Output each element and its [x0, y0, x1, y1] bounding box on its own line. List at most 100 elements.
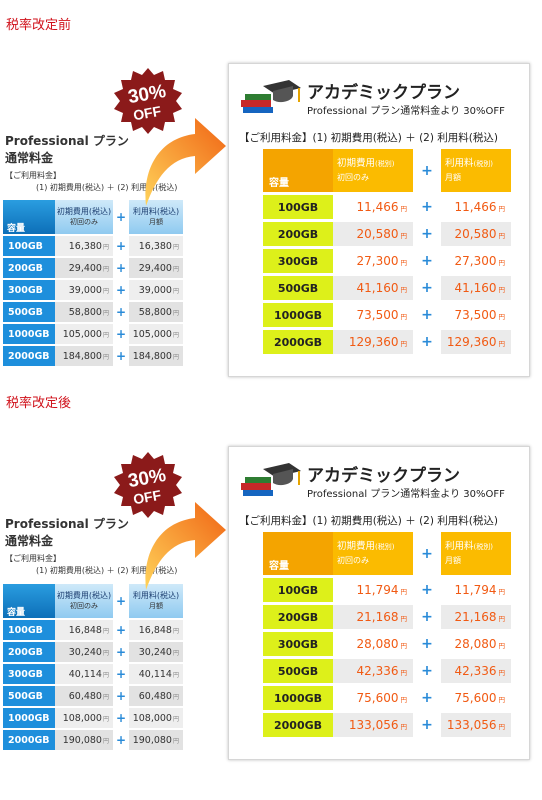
- table-row: 200GB 29,400円 +29,400円: [3, 258, 183, 278]
- badge-off: OFF: [132, 487, 163, 508]
- table-row: 500GB 42,336 円 +42,336 円: [263, 659, 511, 683]
- usage-fee-cell: 184,800円: [129, 346, 183, 366]
- table-row: 2000GB 129,360 円 +129,360 円: [263, 330, 511, 354]
- usage-fee-header: 利用料(税別) 月額: [441, 532, 511, 575]
- capacity-cell: 300GB: [3, 664, 55, 684]
- table-row: 300GB 27,300 円 +27,300 円: [263, 249, 511, 273]
- usage-fee-cell: 75,600 円: [441, 686, 511, 710]
- pro-title-line1: Professional プラン: [5, 517, 129, 531]
- initial-fee-cell: 29,400円: [55, 258, 113, 278]
- discount-badge: 30% OFF: [114, 452, 182, 518]
- usage-fee-cell: 190,080円: [129, 730, 183, 750]
- badge-starburst: [114, 68, 182, 134]
- initial-fee-cell: 58,800円: [55, 302, 113, 322]
- plus-icon: +: [113, 302, 129, 322]
- initial-fee-cell: 21,168 円: [333, 605, 413, 629]
- capacity-cell: 300GB: [263, 632, 333, 656]
- capacity-cell: 200GB: [263, 605, 333, 629]
- capacity-header: 容量: [3, 584, 55, 618]
- table-row: 1000GB 75,600 円 +75,600 円: [263, 686, 511, 710]
- initial-fee-header: 初期費用(税込) 初回のみ: [55, 200, 113, 234]
- usage-fee-header: 利用料(税込) 月額: [129, 584, 183, 618]
- academic-title: アカデミックプラン: [307, 466, 460, 486]
- pro-fee-formula: (1) 初期費用(税込) ＋ (2) 利用料(税込): [36, 183, 178, 192]
- table-row: 500GB 60,480円 +60,480円: [3, 686, 183, 706]
- usage-fee-cell: 41,160 円: [441, 276, 511, 300]
- plus-icon: +: [113, 584, 129, 618]
- plus-icon: +: [113, 346, 129, 366]
- plus-icon: +: [413, 222, 441, 246]
- pro-fee-label: 【ご利用料金】: [5, 171, 61, 180]
- initial-fee-cell: 27,300 円: [333, 249, 413, 273]
- capacity-cell: 100GB: [3, 620, 55, 640]
- capacity-cell: 2000GB: [263, 330, 333, 354]
- initial-fee-cell: 20,580 円: [333, 222, 413, 246]
- capacity-cell: 500GB: [3, 686, 55, 706]
- table-row: 2000GB 190,080円 +190,080円: [3, 730, 183, 750]
- plus-icon: +: [413, 532, 441, 575]
- plus-icon: +: [113, 280, 129, 300]
- capacity-cell: 300GB: [3, 280, 55, 300]
- usage-fee-cell: 16,380円: [129, 236, 183, 256]
- capacity-cell: 200GB: [3, 642, 55, 662]
- initial-fee-cell: 75,600 円: [333, 686, 413, 710]
- capacity-header: 容量: [263, 532, 333, 575]
- badge-starburst: [114, 452, 182, 518]
- initial-fee-cell: 73,500 円: [333, 303, 413, 327]
- usage-fee-header: 利用料(税込) 月額: [129, 200, 183, 234]
- plus-icon: +: [413, 330, 441, 354]
- table-row: 2000GB 184,800円 +184,800円: [3, 346, 183, 366]
- usage-fee-cell: 21,168 円: [441, 605, 511, 629]
- plus-icon: +: [413, 659, 441, 683]
- usage-fee-cell: 133,056 円: [441, 713, 511, 737]
- usage-fee-cell: 60,480円: [129, 686, 183, 706]
- table-row: 200GB 30,240円 +30,240円: [3, 642, 183, 662]
- initial-fee-cell: 129,360 円: [333, 330, 413, 354]
- plus-icon: +: [413, 632, 441, 656]
- academic-panel: アカデミックプラン Professional プラン通常料金より 30%OFF …: [228, 63, 530, 377]
- badge-off: OFF: [132, 103, 163, 124]
- arrow-icon: [145, 118, 226, 206]
- table-row: 2000GB 133,056 円 +133,056 円: [263, 713, 511, 737]
- initial-fee-header: 初期費用(税別) 初回のみ: [333, 149, 413, 192]
- usage-fee-cell: 28,080 円: [441, 632, 511, 656]
- table-row: 300GB 28,080 円 +28,080 円: [263, 632, 511, 656]
- capacity-cell: 500GB: [3, 302, 55, 322]
- plus-icon: +: [113, 642, 129, 662]
- usage-fee-header: 利用料(税別) 月額: [441, 149, 511, 192]
- capacity-cell: 1000GB: [3, 324, 55, 344]
- pro-fee-label: 【ご利用料金】: [5, 554, 61, 563]
- usage-fee-cell: 42,336 円: [441, 659, 511, 683]
- usage-fee-cell: 40,114円: [129, 664, 183, 684]
- initial-fee-cell: 60,480円: [55, 686, 113, 706]
- pro-price-table: 容量 初期費用(税込) 初回のみ + 利用料(税込) 月額 100GB 16,848円…: [3, 582, 183, 752]
- academic-fee-line: 【ご利用料金】(1) 初期費用(税込) ＋ (2) 利用料(税込): [239, 132, 498, 144]
- pro-title-line2: 通常料金: [5, 151, 54, 165]
- plus-icon: +: [413, 195, 441, 219]
- initial-fee-cell: 30,240円: [55, 642, 113, 662]
- usage-fee-cell: 16,848円: [129, 620, 183, 640]
- table-row: 200GB 20,580 円 +20,580 円: [263, 222, 511, 246]
- usage-fee-cell: 11,794 円: [441, 578, 511, 602]
- graduation-cap-icon: [241, 463, 301, 496]
- table-row: 1000GB 105,000円 +105,000円: [3, 324, 183, 344]
- initial-fee-cell: 133,056 円: [333, 713, 413, 737]
- usage-fee-cell: 30,240円: [129, 642, 183, 662]
- usage-fee-cell: 73,500 円: [441, 303, 511, 327]
- initial-fee-cell: 190,080円: [55, 730, 113, 750]
- capacity-cell: 2000GB: [3, 346, 55, 366]
- capacity-cell: 1000GB: [263, 303, 333, 327]
- usage-fee-cell: 39,000円: [129, 280, 183, 300]
- capacity-cell: 1000GB: [263, 686, 333, 710]
- initial-fee-cell: 184,800円: [55, 346, 113, 366]
- plus-icon: +: [113, 324, 129, 344]
- table-row: 100GB 16,380円 +16,380円: [3, 236, 183, 256]
- initial-fee-header: 初期費用(税別) 初回のみ: [333, 532, 413, 575]
- pro-title-line1: Professional プラン: [5, 134, 129, 148]
- plus-icon: +: [413, 713, 441, 737]
- initial-fee-cell: 40,114円: [55, 664, 113, 684]
- initial-fee-cell: 11,794 円: [333, 578, 413, 602]
- usage-fee-cell: 20,580 円: [441, 222, 511, 246]
- pro-fee-formula: (1) 初期費用(税込) ＋ (2) 利用料(税込): [36, 566, 178, 575]
- usage-fee-cell: 105,000円: [129, 324, 183, 344]
